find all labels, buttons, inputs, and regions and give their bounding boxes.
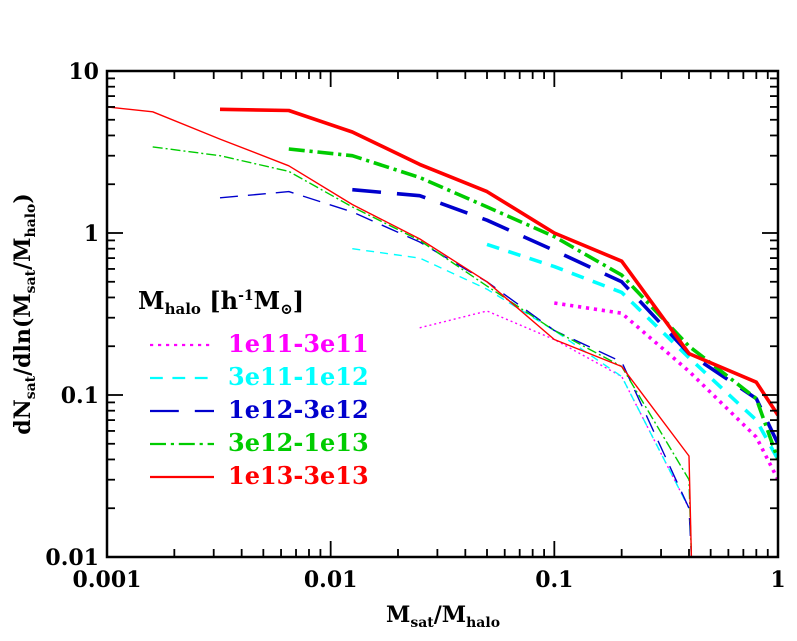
x-tick-label: 1 [770, 567, 785, 593]
legend-label: 3e12-1e13 [228, 428, 369, 457]
y-tick-label: 0.01 [45, 545, 99, 571]
x-tick-label: 0.01 [304, 567, 358, 593]
legend-title: Mhalo [h-1M⊙] [138, 286, 304, 318]
series-layer [107, 106, 778, 557]
series-line-1-thin [352, 248, 690, 509]
legend-label: 1e11-3e11 [228, 329, 369, 358]
series-line-3-thick [288, 147, 778, 461]
series-line-2-thick [352, 187, 778, 445]
y-tick-label: 1 [84, 221, 99, 247]
series-line-1-thick [486, 242, 778, 461]
ticks-layer [106, 70, 779, 558]
y-tick-label: 0.1 [61, 383, 99, 409]
series-line-3-thin [152, 146, 693, 557]
y-tick-label: 10 [68, 59, 99, 85]
legend-label: 3e11-1e12 [228, 362, 369, 391]
series-line-4-thick [219, 107, 778, 417]
plot-frame [105, 69, 780, 559]
x-tick-label: 0.1 [535, 567, 573, 593]
series-line-0-thin [419, 310, 690, 509]
series-line-4-thin [107, 106, 693, 557]
x-axis-label: Msat/Mhalo [386, 602, 500, 631]
legend: Mhalo [h-1M⊙] 1e11-3e11 3e11-1e12 1e12-3e12… [138, 286, 369, 490]
legend-label: 1e13-3e13 [228, 461, 369, 490]
x-tick-label: 0.001 [73, 567, 142, 593]
legend-label: 1e12-3e12 [228, 395, 369, 424]
y-axis-label: dNsat/dln(Msat/Mhalo) [10, 193, 39, 435]
series-line-0-thick [554, 301, 778, 481]
